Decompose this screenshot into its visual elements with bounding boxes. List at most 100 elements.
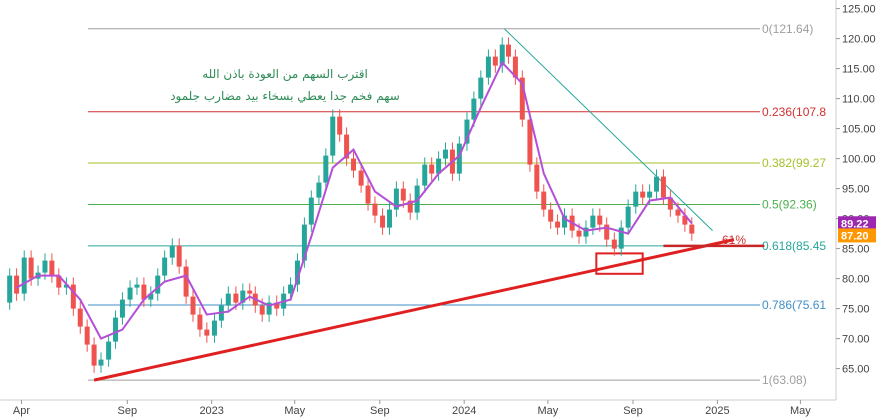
candle-body bbox=[119, 299, 125, 318]
candle-body bbox=[407, 200, 413, 213]
candle-body bbox=[176, 245, 182, 267]
x-tick-label: 2023 bbox=[199, 405, 223, 417]
candle-body bbox=[429, 164, 435, 174]
candle-body bbox=[534, 164, 540, 192]
moving-average-series bbox=[16, 60, 693, 340]
y-tick-label: 110.00 bbox=[842, 94, 875, 106]
y-tick-label: 70.00 bbox=[842, 334, 870, 346]
candle-body bbox=[337, 116, 343, 135]
candle-body bbox=[134, 284, 140, 288]
y-tick-label: 80.00 bbox=[842, 274, 870, 286]
x-axis: Apr Sep 2023 May Sep 2024 May Sep 2025 May bbox=[0, 399, 836, 417]
x-tick-label: Apr bbox=[13, 405, 30, 417]
candle-body bbox=[316, 182, 322, 198]
fib-level-label: 0.5(92.36) bbox=[762, 197, 817, 211]
support-trendline bbox=[93, 238, 735, 382]
candle-body bbox=[365, 185, 371, 204]
candle-body bbox=[162, 257, 168, 276]
candle-body bbox=[240, 290, 246, 303]
y-tick-label: 85.00 bbox=[842, 244, 870, 256]
candle-body bbox=[519, 77, 525, 120]
candle-body bbox=[499, 44, 505, 66]
candle-body bbox=[211, 320, 217, 336]
price-tag-label: 89.22 bbox=[841, 218, 869, 230]
candle-body bbox=[456, 143, 462, 174]
candle-body bbox=[259, 305, 265, 315]
annotation-text-line1: اقترب السهم من العودة باذن الله bbox=[202, 67, 368, 82]
candle-body bbox=[63, 284, 69, 288]
x-tick-label: May bbox=[284, 405, 305, 417]
candle-body bbox=[56, 275, 62, 288]
candle-body bbox=[647, 191, 653, 198]
candle-body bbox=[654, 176, 660, 192]
candle-body bbox=[91, 344, 97, 366]
x-tick-label: Sep bbox=[623, 405, 643, 417]
candle-body bbox=[358, 170, 364, 186]
candle-body bbox=[380, 215, 386, 228]
candle-body bbox=[84, 326, 90, 345]
candle-body bbox=[660, 176, 666, 198]
candle-body bbox=[204, 329, 210, 336]
candle-body bbox=[471, 98, 477, 120]
fib-level-label: 0(121.64) bbox=[762, 22, 813, 36]
candle-body bbox=[266, 302, 272, 315]
x-tick-label: Sep bbox=[118, 405, 138, 417]
candle-body bbox=[288, 284, 294, 294]
candle-body bbox=[28, 257, 34, 279]
trendlines bbox=[93, 28, 765, 382]
price-tag bbox=[838, 216, 876, 231]
candle-body bbox=[436, 158, 442, 174]
candle-body bbox=[308, 197, 314, 225]
candle-body bbox=[98, 359, 104, 366]
highlight-box bbox=[595, 252, 644, 275]
candle-body bbox=[492, 56, 498, 66]
candle-body bbox=[148, 293, 154, 300]
candle-body bbox=[386, 209, 392, 228]
candle-body bbox=[323, 155, 329, 183]
y-tick-label: 95.00 bbox=[842, 184, 870, 196]
y-tick-label: 125.00 bbox=[842, 4, 876, 16]
candle-body bbox=[233, 293, 239, 303]
candle-body bbox=[190, 296, 196, 315]
annotations: اقترب السهم من العودة باذن الله سهم فخم … bbox=[170, 67, 746, 247]
x-tick-label: Sep bbox=[370, 405, 390, 417]
candle-body bbox=[667, 197, 673, 210]
candle-body bbox=[464, 119, 470, 144]
candle-body bbox=[675, 209, 681, 216]
candle-body bbox=[21, 257, 27, 294]
candle-body bbox=[301, 224, 307, 261]
y-tick-label: 75.00 bbox=[842, 304, 870, 316]
candle-body bbox=[183, 266, 189, 297]
resistance-trendline bbox=[503, 28, 713, 231]
y-tick-label: 100.00 bbox=[842, 154, 876, 166]
candle-body bbox=[682, 215, 688, 225]
x-tick-label: May bbox=[790, 405, 811, 417]
y-axis: 65.0070.0075.0080.0085.0090.0095.00100.0… bbox=[835, 0, 876, 400]
price-tag-label: 87.20 bbox=[841, 230, 869, 242]
candle-body bbox=[197, 314, 203, 330]
candle-body bbox=[351, 158, 357, 171]
x-tick-label: May bbox=[538, 405, 559, 417]
percent-label: 61% bbox=[722, 233, 746, 247]
fib-level-label: 0.382(99.27 bbox=[762, 156, 826, 170]
candle-body bbox=[583, 227, 589, 237]
candle-body bbox=[562, 215, 568, 228]
candle-body bbox=[505, 44, 511, 57]
candle-body bbox=[422, 164, 428, 186]
y-tick-label: 115.00 bbox=[842, 64, 875, 76]
candle-body bbox=[640, 191, 646, 198]
candle-body bbox=[330, 116, 336, 156]
candle-body bbox=[372, 203, 378, 216]
candle-body bbox=[169, 245, 175, 258]
candle-body bbox=[225, 293, 231, 306]
candle-body bbox=[541, 191, 547, 210]
y-tick-label: 105.00 bbox=[842, 124, 876, 136]
candle-body bbox=[485, 56, 491, 78]
candle-body bbox=[127, 287, 133, 300]
candle-body bbox=[393, 188, 399, 210]
candle-body bbox=[625, 206, 631, 228]
candle-body bbox=[478, 77, 484, 99]
